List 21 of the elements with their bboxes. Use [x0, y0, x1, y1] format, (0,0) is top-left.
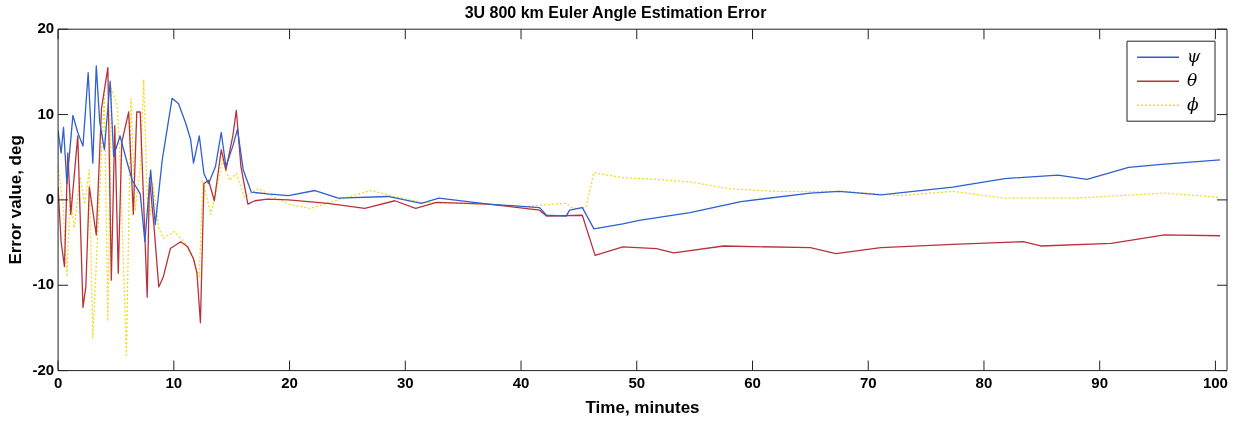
y-tick-label: 0	[45, 190, 55, 208]
x-tick-label: 100	[1202, 373, 1228, 391]
x-tick-label: 20	[281, 373, 298, 391]
legend-label: ϕ	[1187, 93, 1199, 114]
x-tick-label: 80	[975, 373, 993, 391]
legend-label: ψ	[1187, 45, 1201, 66]
x-tick-label: 10	[165, 373, 183, 391]
y-tick-label: -20	[32, 360, 55, 378]
x-tick-label: 40	[512, 373, 530, 391]
x-axis-title: Time, minutes	[585, 398, 700, 418]
legend-label: θ	[1187, 69, 1198, 90]
x-tick-label: 30	[396, 373, 414, 391]
y-axis-title: Error value, deg	[5, 135, 25, 265]
x-tick-label: 60	[744, 373, 761, 391]
x-tick-label: 50	[628, 373, 646, 391]
y-tick-label: 20	[37, 19, 55, 37]
chart-title: 3U 800 km Euler Angle Estimation Error	[464, 4, 767, 22]
x-tick-label: 70	[859, 373, 877, 391]
y-tick-label: -10	[32, 275, 55, 293]
y-tick-label: 10	[37, 104, 55, 122]
x-tick-label: 90	[1091, 373, 1109, 391]
